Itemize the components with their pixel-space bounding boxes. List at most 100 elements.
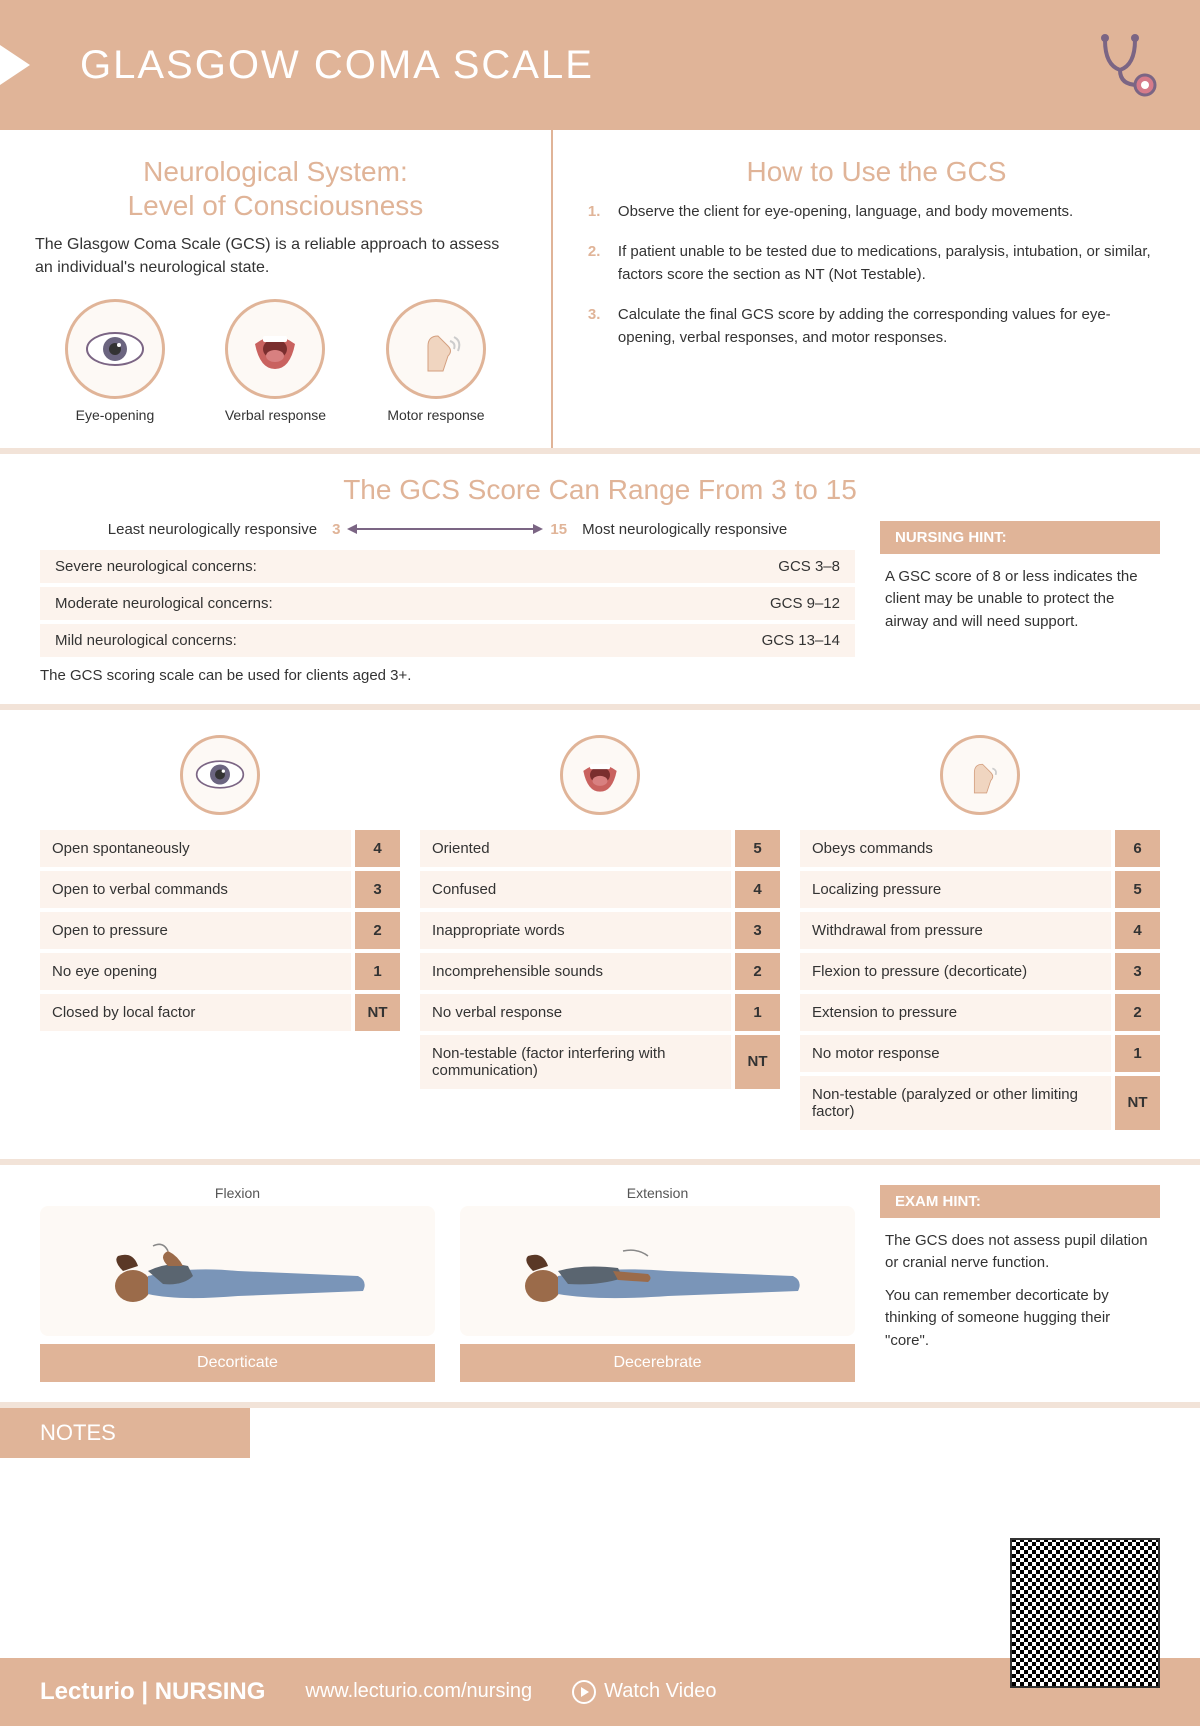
range-note: The GCS scoring scale can be used for cl… [40, 667, 855, 684]
score-row: Localizing pressure5 [800, 871, 1160, 908]
score-value: 1 [1115, 1035, 1160, 1072]
concern-value: GCS 9–12 [770, 595, 840, 612]
score-label: Withdrawal from pressure [800, 912, 1111, 949]
score-row: Oriented5 [420, 830, 780, 867]
watch-video-link[interactable]: Watch Video [572, 1680, 716, 1704]
score-value: 1 [355, 953, 400, 990]
howto-section: How to Use the GCS Observe the client fo… [553, 130, 1200, 448]
score-row: Non-testable (paralyzed or other limitin… [800, 1076, 1160, 1130]
score-label: No eye opening [40, 953, 351, 990]
score-tables: Open spontaneously4Open to verbal comman… [0, 710, 1200, 1165]
notes-section: NOTES [0, 1408, 1200, 1658]
exam-hint: EXAM HINT: The GCS does not assess pupil… [880, 1185, 1160, 1382]
extension-figure-icon [508, 1216, 808, 1326]
score-label: Non-testable (factor interfering with co… [420, 1035, 731, 1089]
icon-label: Eye-opening [65, 407, 165, 423]
posture-decerebrate: Extension Decerebrate [460, 1185, 855, 1382]
score-row: Withdrawal from pressure4 [800, 912, 1160, 949]
score-value: 2 [355, 912, 400, 949]
step-item: Observe the client for eye-opening, lang… [588, 201, 1165, 224]
mouth-icon [245, 324, 305, 374]
concern-label: Mild neurological concerns: [55, 632, 237, 649]
score-row: No eye opening1 [40, 953, 400, 990]
footer-brand: Lecturio | NURSING [40, 1678, 265, 1706]
posture-caption: Decerebrate [460, 1344, 855, 1382]
score-row: Closed by local factorNT [40, 994, 400, 1031]
motor-table: Obeys commands6Localizing pressure5Withd… [800, 735, 1160, 1134]
score-value: 4 [735, 871, 780, 908]
score-label: Open to pressure [40, 912, 351, 949]
concern-row: Mild neurological concerns:GCS 13–14 [40, 624, 855, 657]
score-label: Open to verbal commands [40, 871, 351, 908]
score-row: No verbal response1 [420, 994, 780, 1031]
page-title: GLASGOW COMA SCALE [80, 43, 594, 88]
icon-label: Verbal response [225, 407, 326, 423]
score-row: Non-testable (factor interfering with co… [420, 1035, 780, 1089]
posture-caption: Decorticate [40, 1344, 435, 1382]
score-row: Obeys commands6 [800, 830, 1160, 867]
score-row: Open to verbal commands3 [40, 871, 400, 908]
intro-section: Neurological System: Level of Consciousn… [0, 130, 553, 448]
score-label: Extension to pressure [800, 994, 1111, 1031]
qr-code[interactable] [1010, 1538, 1160, 1688]
score-label: Obeys commands [800, 830, 1111, 867]
header-arrow-decoration [0, 45, 30, 85]
score-label: No motor response [800, 1035, 1111, 1072]
range-arrow [355, 528, 535, 530]
score-label: No verbal response [420, 994, 731, 1031]
exam-hint-title: EXAM HINT: [880, 1185, 1160, 1218]
score-row: Flexion to pressure (decorticate)3 [800, 953, 1160, 990]
eye-icon [85, 329, 145, 369]
score-value: NT [355, 994, 400, 1031]
concern-value: GCS 3–8 [778, 558, 840, 575]
hint-title: NURSING HINT: [880, 521, 1160, 554]
concern-label: Moderate neurological concerns: [55, 595, 273, 612]
step-item: Calculate the final GCS score by adding … [588, 304, 1165, 349]
score-label: Closed by local factor [40, 994, 351, 1031]
footer-url[interactable]: www.lecturio.com/nursing [305, 1680, 532, 1703]
icon-item-motor: Motor response [386, 299, 486, 423]
score-value: 6 [1115, 830, 1160, 867]
least-label: Least neurologically responsive [108, 521, 317, 538]
intro-desc: The Glasgow Coma Scale (GCS) is a reliab… [35, 234, 516, 279]
intro-title: Neurological System: Level of Consciousn… [35, 155, 516, 222]
score-value: 1 [735, 994, 780, 1031]
notes-title: NOTES [0, 1408, 250, 1458]
score-value: 3 [355, 871, 400, 908]
concern-row: Moderate neurological concerns: GCS 9–12 [40, 587, 855, 620]
score-value: 5 [735, 830, 780, 867]
score-row: Extension to pressure2 [800, 994, 1160, 1031]
exam-hint-text: You can remember decorticate by thinking… [885, 1285, 1155, 1353]
concern-row: Severe neurological concerns: GCS 3–8 [40, 550, 855, 583]
score-row: Incomprehensible sounds2 [420, 953, 780, 990]
score-label: Incomprehensible sounds [420, 953, 731, 990]
score-label: Open spontaneously [40, 830, 351, 867]
score-value: 4 [355, 830, 400, 867]
score-label: Non-testable (paralyzed or other limitin… [800, 1076, 1111, 1130]
concern-label: Severe neurological concerns: [55, 558, 257, 575]
score-value: 4 [1115, 912, 1160, 949]
score-value: 5 [1115, 871, 1160, 908]
score-label: Flexion to pressure (decorticate) [800, 953, 1111, 990]
nursing-hint: NURSING HINT: A GSC score of 8 or less i… [880, 521, 1160, 684]
score-row: No motor response1 [800, 1035, 1160, 1072]
score-row: Confused4 [420, 871, 780, 908]
page-header: GLASGOW COMA SCALE [0, 0, 1200, 130]
score-label: Inappropriate words [420, 912, 731, 949]
icon-label: Motor response [386, 407, 486, 423]
exam-hint-text: The GCS does not assess pupil dilation o… [885, 1230, 1155, 1275]
score-value: 2 [735, 953, 780, 990]
verbal-table: Oriented5Confused4Inappropriate words3In… [420, 735, 780, 1134]
score-row: Inappropriate words3 [420, 912, 780, 949]
howto-title: How to Use the GCS [588, 155, 1165, 189]
postures-section: Flexion Decorticate Extension Decerebrat… [0, 1165, 1200, 1408]
score-row: Open to pressure2 [40, 912, 400, 949]
score-value: 3 [735, 912, 780, 949]
icon-item-verbal: Verbal response [225, 299, 326, 423]
step-item: If patient unable to be tested due to me… [588, 241, 1165, 286]
score-value: NT [735, 1035, 780, 1089]
score-value: NT [1115, 1076, 1160, 1130]
score-value: 2 [1115, 994, 1160, 1031]
howto-steps: Observe the client for eye-opening, lang… [588, 201, 1165, 350]
score-label: Localizing pressure [800, 871, 1111, 908]
